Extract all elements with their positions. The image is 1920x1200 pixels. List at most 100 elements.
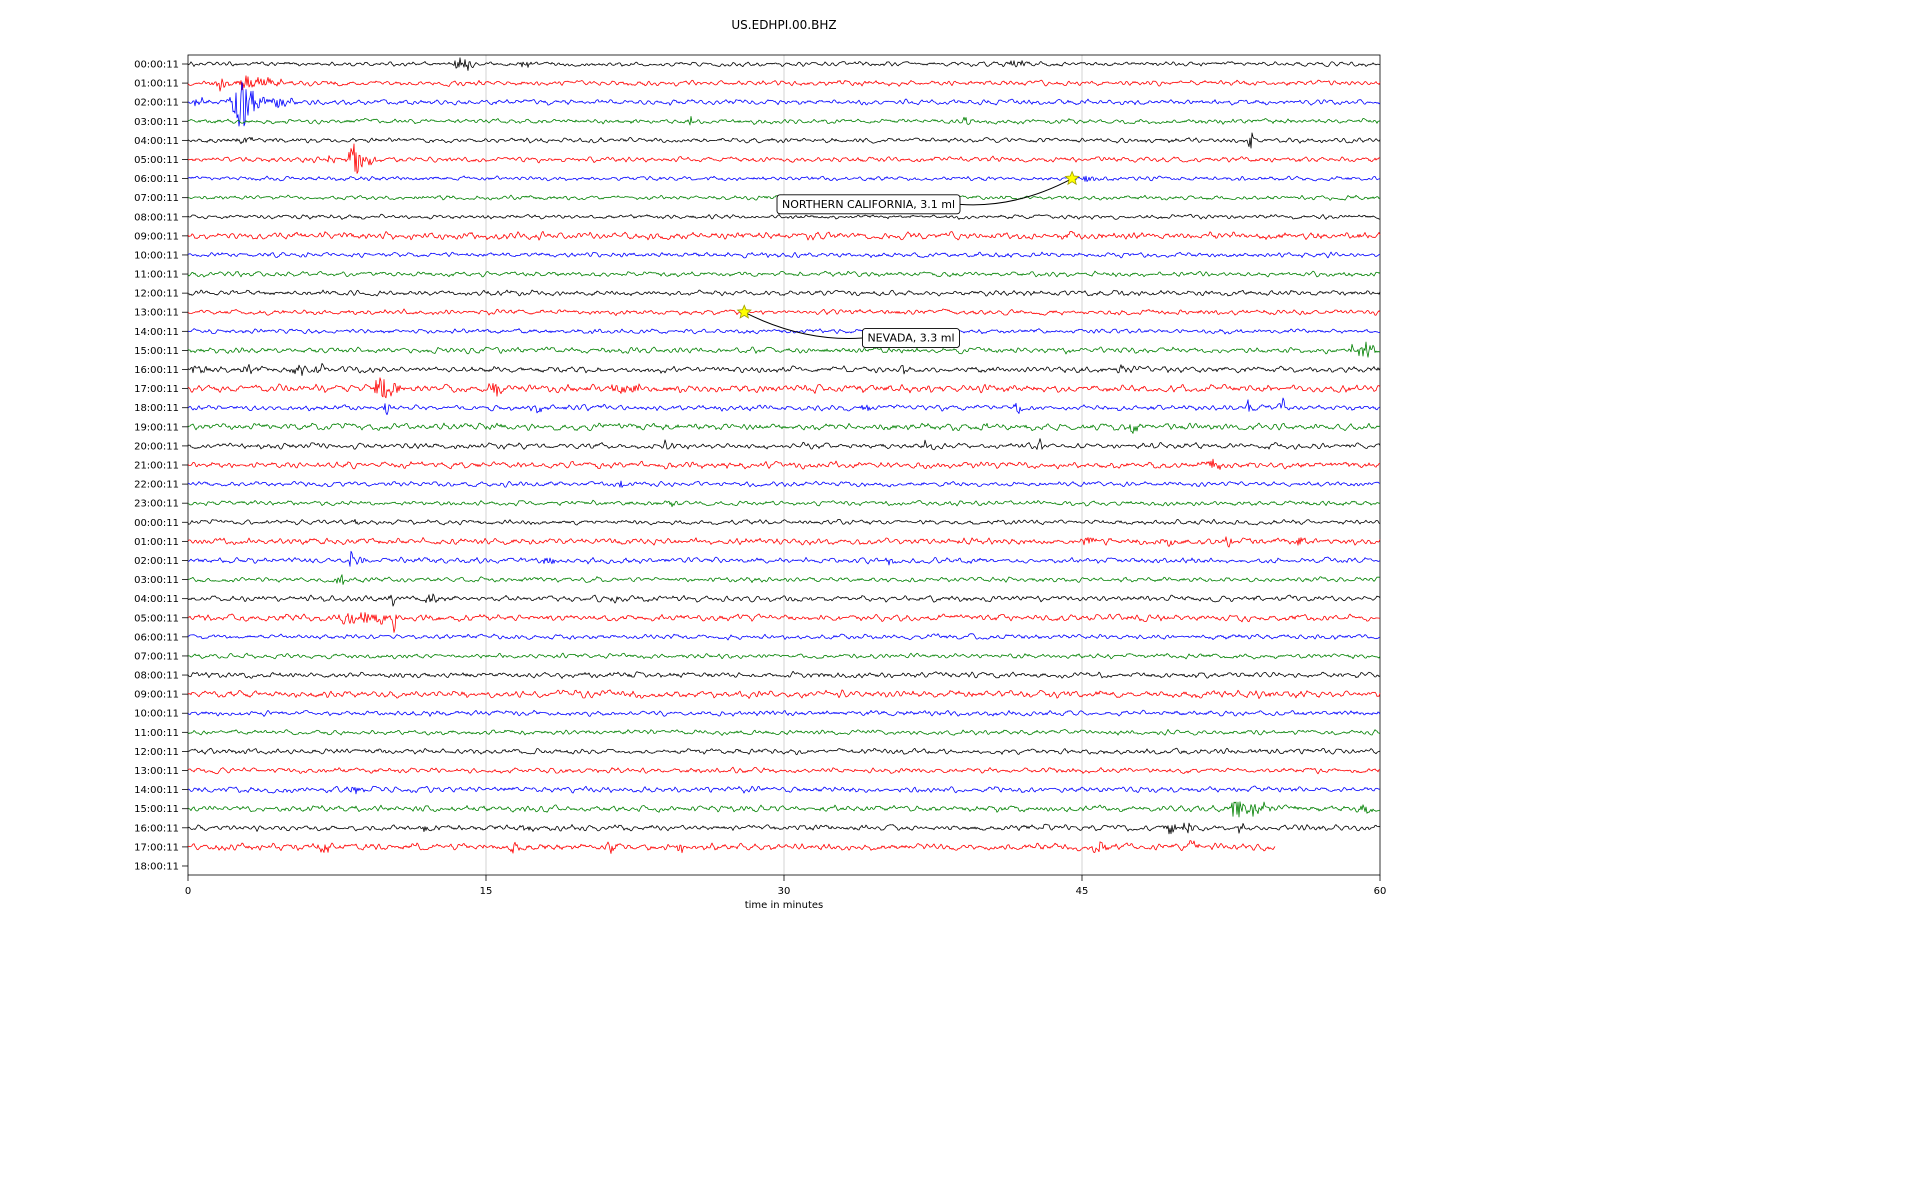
row-time-label: 13:00:11 bbox=[134, 308, 179, 319]
trace-row bbox=[187, 251, 1380, 259]
row-time-label: 05:00:11 bbox=[134, 155, 179, 166]
row-time-label: 05:00:11 bbox=[134, 613, 179, 624]
trace-row bbox=[187, 175, 1380, 182]
row-time-label: 09:00:11 bbox=[134, 690, 179, 701]
row-time-label: 22:00:11 bbox=[134, 480, 179, 491]
trace-row bbox=[187, 785, 1381, 795]
row-time-label: 07:00:11 bbox=[134, 651, 179, 662]
trace-row bbox=[187, 729, 1381, 736]
x-axis-title: time in minutes bbox=[745, 900, 824, 911]
trace-row bbox=[187, 270, 1381, 278]
row-time-label: 04:00:11 bbox=[134, 594, 179, 605]
x-tick-label: 60 bbox=[1374, 886, 1387, 897]
trace-row bbox=[187, 213, 1381, 220]
trace-row bbox=[187, 57, 1380, 71]
trace-row bbox=[187, 593, 1381, 607]
row-time-label: 17:00:11 bbox=[134, 842, 179, 853]
row-time-label: 12:00:11 bbox=[134, 747, 179, 758]
trace-row bbox=[187, 709, 1381, 717]
trace-row bbox=[187, 308, 1381, 317]
trace-row bbox=[187, 230, 1381, 241]
row-time-label: 07:00:11 bbox=[134, 193, 179, 204]
row-time-label: 23:00:11 bbox=[134, 499, 179, 510]
trace-row bbox=[187, 75, 1381, 92]
trace-row bbox=[187, 438, 1381, 451]
trace-row bbox=[187, 480, 1381, 488]
trace-layer bbox=[187, 57, 1381, 854]
trace-row bbox=[188, 574, 1381, 585]
trace-row bbox=[187, 81, 1381, 127]
row-time-label: 14:00:11 bbox=[134, 327, 179, 338]
trace-row bbox=[187, 840, 1276, 854]
row-time-label: 02:00:11 bbox=[134, 556, 179, 567]
row-time-label: 08:00:11 bbox=[134, 212, 179, 223]
trace-row bbox=[187, 518, 1381, 526]
row-time-label: 16:00:11 bbox=[134, 365, 179, 376]
x-tick-label: 15 bbox=[480, 886, 493, 897]
row-time-label: 03:00:11 bbox=[134, 575, 179, 586]
trace-row bbox=[187, 766, 1380, 775]
row-time-label: 10:00:11 bbox=[134, 250, 179, 261]
trace-row bbox=[187, 670, 1381, 679]
trace-row bbox=[187, 499, 1381, 508]
x-tick-label: 0 bbox=[185, 886, 191, 897]
row-time-label: 20:00:11 bbox=[134, 441, 179, 452]
x-tick-label: 45 bbox=[1076, 886, 1089, 897]
row-time-label: 06:00:11 bbox=[134, 632, 179, 643]
chart-title: US.EDHPI.00.BHZ bbox=[731, 18, 836, 32]
row-time-label: 02:00:11 bbox=[134, 98, 179, 109]
event-arrow bbox=[744, 311, 863, 339]
row-time-label: 00:00:11 bbox=[134, 60, 179, 71]
row-time-label: 01:00:11 bbox=[134, 79, 179, 90]
row-time-label: 10:00:11 bbox=[134, 709, 179, 720]
row-time-label: 18:00:11 bbox=[134, 861, 179, 872]
trace-row bbox=[187, 377, 1381, 399]
trace-row bbox=[187, 536, 1381, 548]
trace-row bbox=[188, 652, 1381, 660]
trace-row bbox=[187, 397, 1381, 416]
row-time-label: 18:00:11 bbox=[134, 403, 179, 414]
event-star-icon bbox=[1064, 170, 1080, 186]
row-time-label: 12:00:11 bbox=[134, 289, 179, 300]
trace-row bbox=[187, 689, 1381, 699]
row-time-label: 19:00:11 bbox=[134, 422, 179, 433]
event-label-text: NEVADA, 3.3 ml bbox=[867, 332, 954, 345]
row-time-label: 21:00:11 bbox=[134, 460, 179, 471]
event-label-text: NORTHERN CALIFORNIA, 3.1 ml bbox=[782, 198, 955, 211]
trace-row bbox=[187, 116, 1381, 126]
row-time-label: 17:00:11 bbox=[134, 384, 179, 395]
row-time-label: 11:00:11 bbox=[134, 728, 179, 739]
row-time-label: 15:00:11 bbox=[134, 346, 179, 357]
trace-row bbox=[187, 341, 1381, 358]
row-time-label: 00:00:11 bbox=[134, 518, 179, 529]
axes-layer: 00:00:11 01:00:11 02:00:11 03:00:11 04:00:11… bbox=[134, 60, 1386, 898]
trace-row bbox=[187, 612, 1381, 633]
row-time-label: 13:00:11 bbox=[134, 766, 179, 777]
row-time-label: 04:00:11 bbox=[134, 136, 179, 147]
row-time-label: 11:00:11 bbox=[134, 270, 179, 281]
trace-row bbox=[187, 328, 1381, 335]
trace-row bbox=[187, 822, 1381, 835]
trace-row bbox=[187, 801, 1381, 818]
row-time-label: 15:00:11 bbox=[134, 804, 179, 815]
trace-row bbox=[187, 633, 1381, 641]
trace-row bbox=[187, 550, 1381, 567]
row-time-label: 09:00:11 bbox=[134, 231, 179, 242]
row-time-label: 06:00:11 bbox=[134, 174, 179, 185]
row-time-label: 14:00:11 bbox=[134, 785, 179, 796]
row-time-label: 01:00:11 bbox=[134, 537, 179, 548]
event-layer: NORTHERN CALIFORNIA, 3.1 ml NEVADA, 3.3 m… bbox=[736, 170, 1080, 348]
trace-row bbox=[187, 143, 1381, 174]
trace-row bbox=[187, 422, 1381, 434]
event-star-icon bbox=[736, 304, 752, 319]
x-tick-label: 30 bbox=[778, 886, 791, 897]
trace-row bbox=[187, 289, 1381, 297]
trace-row bbox=[187, 747, 1380, 756]
row-time-label: 03:00:11 bbox=[134, 117, 179, 128]
trace-row bbox=[187, 458, 1381, 470]
trace-row bbox=[187, 132, 1381, 149]
event-arrow bbox=[959, 178, 1073, 206]
row-time-label: 16:00:11 bbox=[134, 823, 179, 834]
